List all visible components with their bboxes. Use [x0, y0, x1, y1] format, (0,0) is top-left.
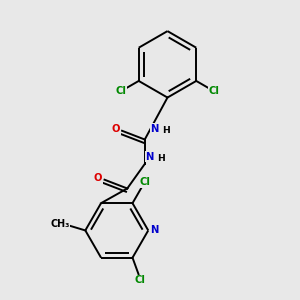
- Text: Cl: Cl: [115, 86, 126, 96]
- Text: CH₃: CH₃: [50, 220, 70, 230]
- Text: O: O: [94, 173, 103, 183]
- Text: N: N: [150, 124, 159, 134]
- Text: N: N: [150, 225, 159, 236]
- Text: Cl: Cl: [139, 177, 150, 187]
- Text: H: H: [162, 126, 170, 135]
- Text: N: N: [146, 152, 154, 162]
- Text: H: H: [157, 154, 165, 163]
- Text: Cl: Cl: [209, 86, 220, 96]
- Text: O: O: [112, 124, 120, 134]
- Text: Cl: Cl: [135, 275, 146, 285]
